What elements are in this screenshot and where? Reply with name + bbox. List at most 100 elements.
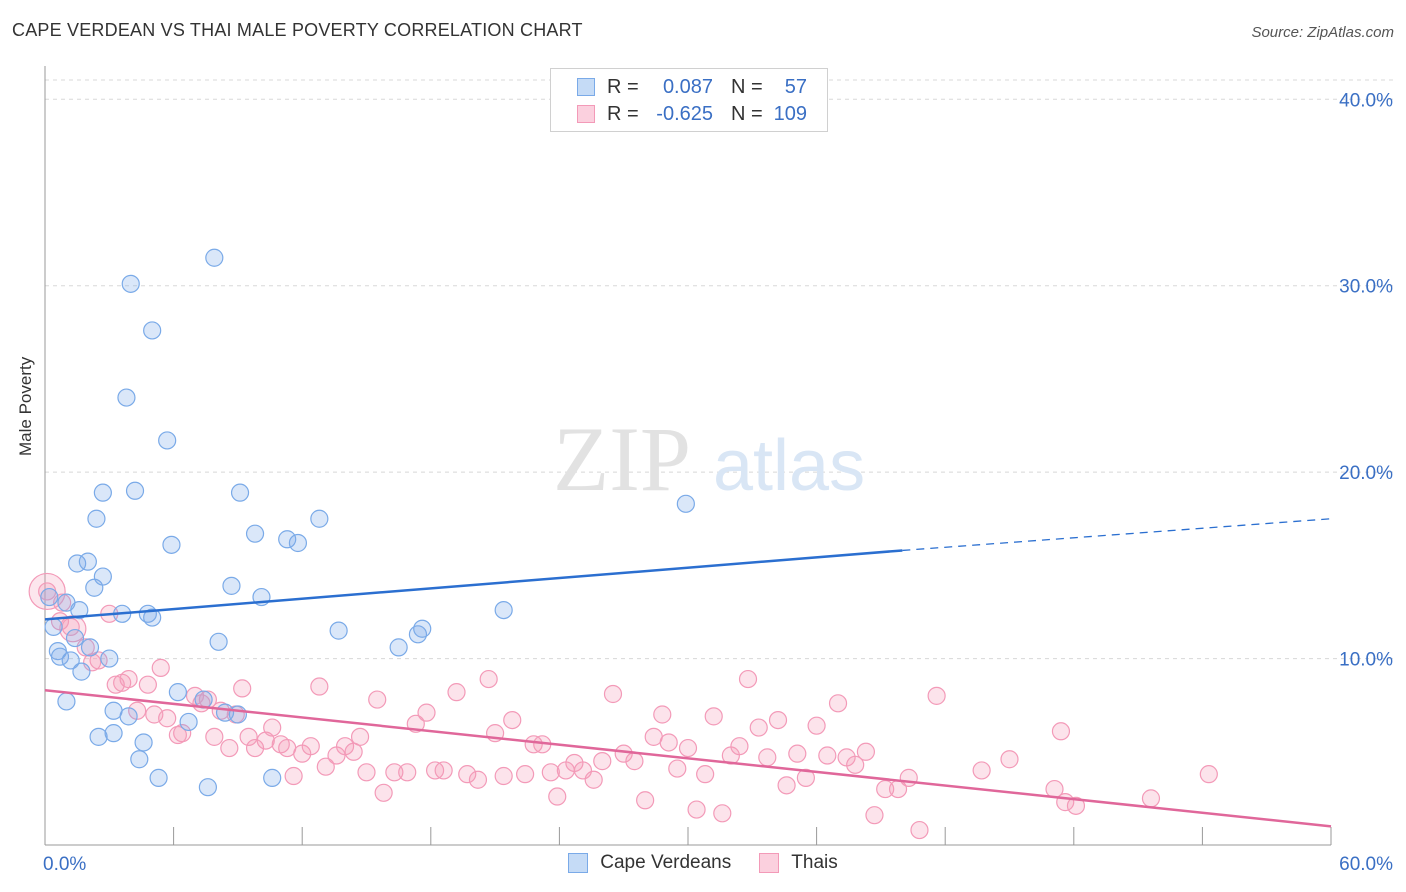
cape-verdean-points [40, 248, 695, 797]
legend-r-value: 0.087 [662, 75, 713, 98]
y-tick-label: 20.0% [1339, 463, 1393, 484]
data-point [284, 766, 303, 786]
trend-line-cape-verdean [44, 549, 903, 621]
data-point [205, 248, 224, 267]
data-point [130, 750, 149, 769]
data-point [730, 737, 749, 756]
data-point [220, 738, 239, 758]
data-point [818, 746, 837, 765]
watermark: ZIP atlas [553, 408, 865, 510]
data-point [503, 710, 522, 730]
watermark-atlas: atlas [713, 426, 865, 506]
data-point [134, 733, 153, 752]
data-point [209, 632, 228, 651]
data-point [72, 662, 91, 681]
data-point [788, 744, 807, 763]
data-point [668, 759, 687, 778]
data-point [80, 638, 100, 657]
data-point [899, 768, 918, 787]
data-point [138, 675, 157, 694]
data-point [357, 763, 376, 782]
data-point [329, 621, 348, 640]
data-point [876, 779, 895, 799]
data-point [310, 677, 329, 696]
data-point [158, 709, 177, 728]
trend-lines [44, 518, 1332, 828]
data-point [413, 619, 432, 638]
data-point [78, 552, 97, 571]
data-point [389, 638, 408, 657]
data-point [301, 737, 320, 756]
legend-n-key: N = [731, 102, 763, 125]
data-point [659, 733, 678, 752]
y-tick-label: 30.0% [1339, 277, 1393, 298]
data-point [117, 388, 136, 407]
data-point [828, 694, 848, 713]
data-point [233, 679, 252, 698]
series-legend-thais[interactable]: Thais [759, 852, 838, 874]
y-tick-label: 10.0% [1339, 650, 1393, 671]
data-point [625, 752, 644, 771]
y-axis-label: Male Poverty [16, 356, 35, 456]
data-point [245, 524, 265, 543]
data-point [173, 724, 192, 743]
data-point [434, 761, 453, 780]
data-point [927, 686, 946, 705]
data-point [245, 738, 265, 758]
data-point [516, 765, 535, 784]
data-point [310, 509, 329, 528]
data-point [44, 617, 63, 636]
data-point [179, 712, 198, 732]
series-label-thais: Thais [791, 852, 838, 873]
data-point [70, 600, 89, 620]
legend-r-key: R = [607, 75, 639, 98]
data-point [239, 727, 258, 746]
data-point [584, 770, 603, 789]
data-point [758, 748, 777, 767]
tick-labels: 10.0% 20.0% 30.0% 40.0% 0.0% 60.0% [43, 90, 1393, 875]
data-point [125, 481, 145, 500]
legend-row-cape-verdean: R = 0.087 N = 57 [577, 75, 807, 99]
y-tick-label: 40.0% [1339, 90, 1393, 111]
data-point [228, 705, 247, 724]
source-label: Source: ZipAtlas.com [1251, 24, 1394, 41]
data-point [494, 600, 513, 620]
data-point [447, 683, 466, 702]
x-tick-label: 0.0% [43, 854, 86, 875]
series-legend: Cape Verdeans Thais [0, 852, 1406, 874]
data-point [749, 718, 768, 737]
data-point-large [28, 572, 66, 611]
data-point [162, 535, 181, 554]
data-point [1051, 722, 1071, 741]
data-point [479, 669, 498, 689]
data-point [468, 770, 488, 789]
data-point [89, 727, 108, 746]
watermark-zip: ZIP [553, 408, 691, 510]
data-point [368, 690, 387, 709]
data-point [1066, 796, 1086, 815]
legend-n-key: N = [731, 75, 763, 98]
data-point [738, 669, 758, 689]
series-legend-cape-verdeans[interactable]: Cape Verdeans [568, 852, 731, 874]
legend-r-value: -0.625 [656, 102, 713, 125]
data-point [263, 768, 282, 787]
data-point [807, 716, 826, 735]
data-point [288, 533, 308, 553]
data-point [205, 727, 224, 746]
data-point [910, 820, 929, 840]
data-point [1199, 765, 1218, 784]
data-point [777, 776, 796, 795]
data-point [603, 684, 623, 704]
data-point [796, 768, 815, 787]
data-point [316, 757, 335, 776]
data-point [143, 321, 162, 340]
legend-n-value: 109 [773, 102, 807, 125]
grid-lines [45, 79, 1394, 660]
data-point [230, 483, 250, 502]
data-point [57, 692, 76, 711]
data-point [350, 727, 370, 746]
axes [44, 66, 1332, 846]
data-point [65, 628, 85, 648]
legend-swatch-thai [577, 105, 595, 123]
